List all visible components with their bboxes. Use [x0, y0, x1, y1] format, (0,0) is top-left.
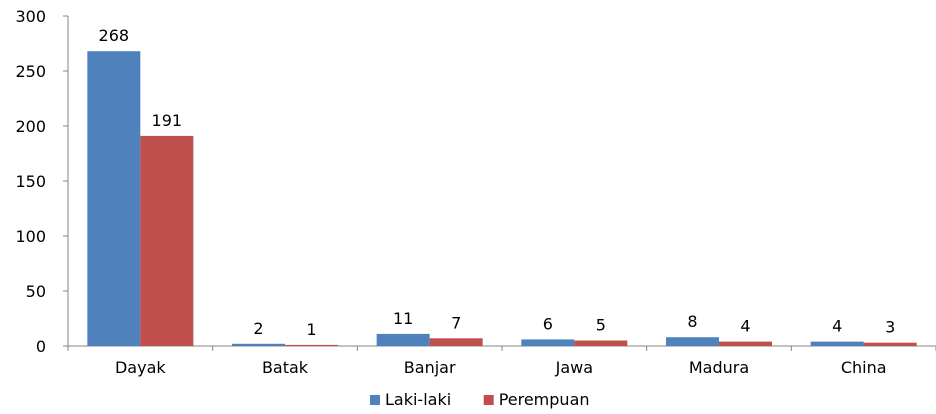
bar	[863, 342, 917, 346]
y-tick-label: 50	[26, 282, 46, 301]
bar	[521, 339, 575, 346]
bar	[87, 51, 141, 346]
bar	[666, 337, 719, 346]
bar	[232, 343, 285, 346]
bar	[574, 340, 628, 346]
x-tick-label: Banjar	[404, 358, 456, 377]
bars	[87, 51, 917, 346]
bar	[429, 338, 483, 346]
data-label: 4	[832, 317, 842, 336]
legend-label: Laki-laki	[385, 390, 451, 409]
data-label: 3	[885, 318, 895, 337]
y-tick-label: 200	[15, 117, 46, 136]
data-label: 2	[253, 319, 263, 338]
axes: 0 50 100 150 200 250 300 Dayak Batak Banjar Jawa Ma…	[15, 7, 936, 377]
bar	[285, 344, 338, 346]
x-tick-label: China	[841, 358, 887, 377]
y-tick-label: 150	[15, 172, 46, 191]
y-tick-label: 300	[15, 7, 46, 26]
legend-swatch	[483, 395, 494, 405]
data-label: 4	[740, 317, 750, 336]
bar	[810, 341, 864, 346]
legend: Laki-laki Perempuan	[370, 390, 590, 409]
y-tick-label: 0	[36, 337, 46, 356]
y-tick-label: 250	[15, 62, 46, 81]
bar	[719, 341, 772, 346]
data-label: 268	[99, 26, 130, 45]
data-label: 7	[451, 313, 461, 332]
data-label: 1	[306, 320, 316, 339]
x-tick-label: Batak	[262, 358, 309, 377]
legend-swatch	[370, 395, 380, 405]
bar	[376, 333, 430, 346]
data-label: 6	[543, 314, 553, 333]
data-label: 8	[687, 312, 697, 331]
x-tick-label: Jawa	[555, 358, 593, 377]
bar	[140, 135, 194, 346]
x-tick-label: Madura	[689, 358, 749, 377]
legend-label: Perempuan	[499, 390, 590, 409]
data-label: 11	[393, 309, 413, 328]
y-tick-label: 100	[15, 227, 46, 246]
data-label: 191	[152, 111, 183, 130]
x-tick-label: Dayak	[115, 358, 166, 377]
data-label: 5	[596, 316, 606, 335]
